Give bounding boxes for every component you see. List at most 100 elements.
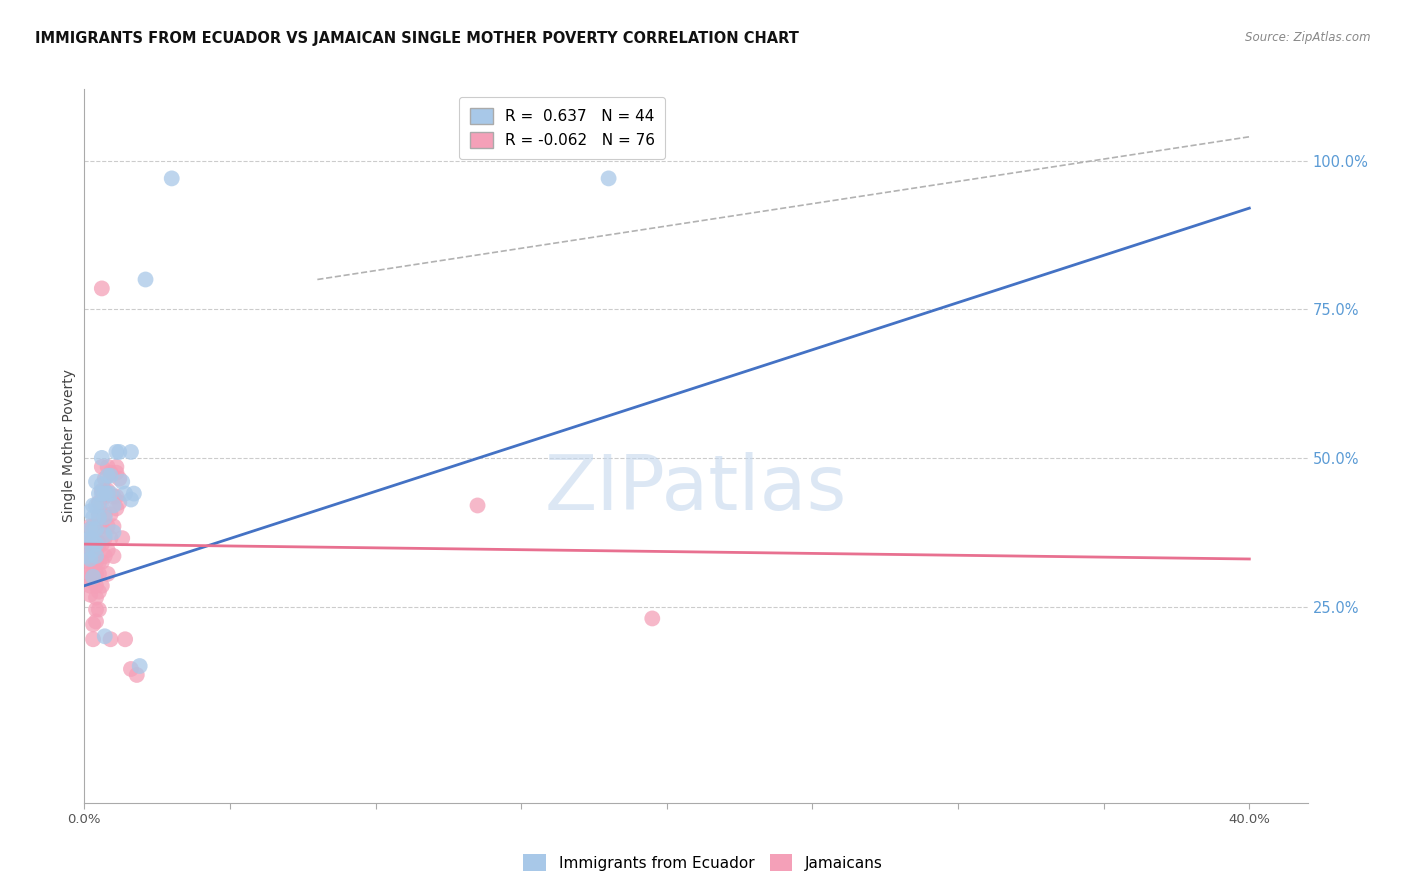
Point xyxy=(76,573,98,587)
Point xyxy=(90,281,112,295)
Point xyxy=(82,543,104,558)
Point xyxy=(467,499,489,513)
Point xyxy=(100,632,122,647)
Point xyxy=(93,472,117,486)
Point xyxy=(84,525,107,540)
Point xyxy=(79,504,101,518)
Point xyxy=(93,486,117,500)
Point xyxy=(90,495,112,509)
Point xyxy=(82,617,104,632)
Point xyxy=(79,522,101,536)
Point xyxy=(87,555,110,569)
Point xyxy=(82,519,104,533)
Point xyxy=(82,534,104,549)
Point xyxy=(105,501,128,516)
Point xyxy=(93,528,117,542)
Point xyxy=(82,522,104,536)
Point xyxy=(82,499,104,513)
Point xyxy=(160,171,183,186)
Point xyxy=(84,543,107,558)
Point xyxy=(100,531,122,545)
Text: ZIPatlas: ZIPatlas xyxy=(544,452,848,525)
Point xyxy=(105,490,128,504)
Point xyxy=(108,472,131,486)
Point xyxy=(76,561,98,575)
Point xyxy=(120,662,142,676)
Point xyxy=(82,531,104,545)
Point xyxy=(84,537,107,551)
Point xyxy=(111,531,134,545)
Point xyxy=(87,566,110,581)
Point xyxy=(120,445,142,459)
Point xyxy=(97,483,120,498)
Point xyxy=(93,508,117,522)
Point xyxy=(84,522,107,536)
Point xyxy=(79,555,101,569)
Point xyxy=(76,549,98,563)
Point xyxy=(103,519,125,533)
Point xyxy=(93,531,117,545)
Point xyxy=(87,510,110,524)
Point xyxy=(82,549,104,563)
Point xyxy=(87,486,110,500)
Point xyxy=(103,525,125,540)
Point xyxy=(111,475,134,489)
Text: IMMIGRANTS FROM ECUADOR VS JAMAICAN SINGLE MOTHER POVERTY CORRELATION CHART: IMMIGRANTS FROM ECUADOR VS JAMAICAN SING… xyxy=(35,31,799,46)
Point xyxy=(82,555,104,569)
Point xyxy=(82,566,104,581)
Text: Source: ZipAtlas.com: Source: ZipAtlas.com xyxy=(1246,31,1371,45)
Point xyxy=(90,450,112,465)
Point xyxy=(79,566,101,581)
Y-axis label: Single Mother Poverty: Single Mother Poverty xyxy=(62,369,76,523)
Point xyxy=(82,573,104,587)
Point xyxy=(87,519,110,533)
Point xyxy=(84,531,107,545)
Point xyxy=(90,483,112,498)
Point xyxy=(93,510,117,524)
Point xyxy=(90,555,112,569)
Legend: Immigrants from Ecuador, Jamaicans: Immigrants from Ecuador, Jamaicans xyxy=(515,845,891,880)
Point xyxy=(93,629,117,643)
Point xyxy=(100,466,122,480)
Point xyxy=(103,490,125,504)
Point xyxy=(97,543,120,558)
Point xyxy=(105,459,128,474)
Point xyxy=(128,659,150,673)
Point xyxy=(90,459,112,474)
Point xyxy=(79,531,101,545)
Point xyxy=(108,495,131,509)
Point xyxy=(122,486,145,500)
Point xyxy=(87,584,110,599)
Point xyxy=(97,468,120,483)
Point xyxy=(84,475,107,489)
Point xyxy=(93,483,117,498)
Legend: R =  0.637   N = 44, R = -0.062   N = 76: R = 0.637 N = 44, R = -0.062 N = 76 xyxy=(458,97,665,159)
Point xyxy=(79,588,101,602)
Point xyxy=(108,445,131,459)
Point xyxy=(84,549,107,563)
Point xyxy=(100,508,122,522)
Point xyxy=(87,495,110,509)
Point xyxy=(598,171,620,186)
Point xyxy=(100,468,122,483)
Point xyxy=(97,519,120,533)
Point xyxy=(103,499,125,513)
Point xyxy=(120,492,142,507)
Point xyxy=(76,537,98,551)
Point xyxy=(82,632,104,647)
Point xyxy=(90,537,112,551)
Point xyxy=(82,537,104,551)
Point xyxy=(79,531,101,545)
Point xyxy=(84,579,107,593)
Point xyxy=(100,486,122,500)
Point xyxy=(97,566,120,581)
Point xyxy=(79,519,101,533)
Point xyxy=(97,486,120,500)
Point xyxy=(84,591,107,605)
Point xyxy=(90,477,112,491)
Point xyxy=(87,508,110,522)
Point xyxy=(105,466,128,480)
Point xyxy=(87,499,110,513)
Point xyxy=(79,543,101,558)
Point xyxy=(93,549,117,563)
